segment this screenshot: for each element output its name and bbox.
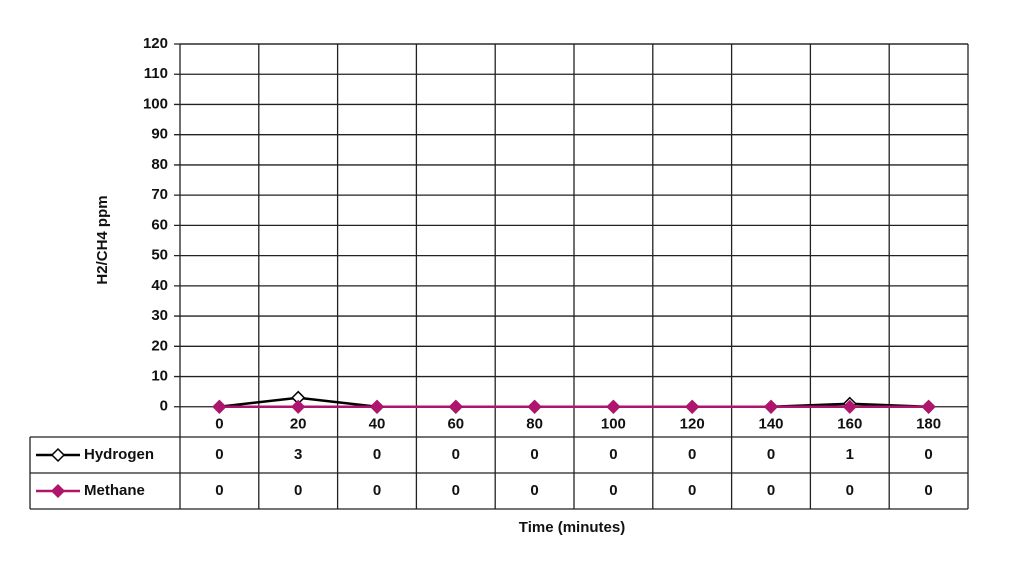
y-tick-label: 110 — [144, 65, 168, 82]
table-value: 0 — [924, 482, 932, 499]
y-tick-label: 10 — [151, 368, 168, 385]
x-tick-label: 60 — [447, 416, 464, 433]
table-value: 0 — [767, 446, 775, 463]
data-point — [763, 399, 779, 414]
data-point — [842, 399, 857, 414]
x-tick-label: 160 — [837, 416, 862, 433]
y-tick-label: 40 — [151, 277, 168, 294]
y-axis-title: H2/CH4 ppm — [94, 195, 111, 284]
y-tick-label: 0 — [160, 398, 168, 415]
y-tick-label: 70 — [151, 186, 168, 203]
table-value: 0 — [846, 482, 854, 499]
data-point — [527, 399, 542, 414]
table-value: 3 — [294, 446, 302, 463]
table-value: 0 — [609, 482, 617, 499]
table-value: 0 — [373, 446, 381, 463]
legend-marker — [50, 447, 66, 463]
x-tick-label: 140 — [758, 416, 783, 433]
legend-marker — [50, 483, 66, 499]
data-point — [212, 399, 227, 414]
table-value: 0 — [452, 446, 460, 463]
x-tick-label: 180 — [916, 416, 941, 433]
x-tick-label: 80 — [526, 416, 543, 433]
y-tick-label: 60 — [151, 216, 168, 233]
y-tick-label: 30 — [151, 307, 168, 324]
table-value: 0 — [767, 482, 775, 499]
x-axis-title: Time (minutes) — [519, 519, 625, 536]
y-tick-label: 20 — [151, 337, 168, 354]
x-tick-label: 100 — [601, 416, 626, 433]
table-value: 0 — [294, 482, 302, 499]
data-point — [921, 399, 936, 414]
y-tick-label: 50 — [151, 247, 168, 264]
x-tick-label: 0 — [215, 416, 223, 433]
x-tick-label: 20 — [290, 416, 307, 433]
data-point — [685, 399, 700, 414]
y-tick-label: 120 — [143, 35, 168, 52]
table-value: 0 — [609, 446, 617, 463]
x-tick-label: 120 — [680, 416, 705, 433]
table-value: 0 — [530, 446, 538, 463]
table-value: 0 — [215, 446, 223, 463]
table-value: 0 — [688, 482, 696, 499]
legend-label: Methane — [84, 482, 145, 499]
data-point — [369, 399, 385, 414]
data-point — [448, 399, 463, 414]
table-value: 1 — [846, 446, 854, 463]
y-tick-label: 100 — [143, 95, 168, 112]
table-value: 0 — [530, 482, 538, 499]
table-value: 0 — [373, 482, 381, 499]
data-point — [606, 399, 621, 414]
table-value: 0 — [215, 482, 223, 499]
table-value: 0 — [452, 482, 460, 499]
table-value: 0 — [688, 446, 696, 463]
y-tick-label: 90 — [151, 126, 168, 143]
x-tick-label: 40 — [369, 416, 386, 433]
table-value: 0 — [924, 446, 932, 463]
legend-label: Hydrogen — [84, 446, 154, 463]
y-tick-label: 80 — [151, 156, 168, 173]
data-point — [291, 399, 306, 414]
